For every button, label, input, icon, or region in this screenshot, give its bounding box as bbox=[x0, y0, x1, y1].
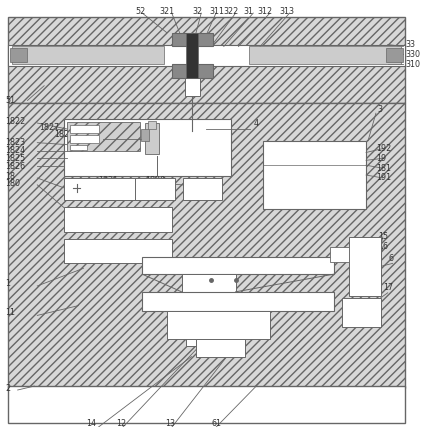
Bar bbox=[196, 339, 245, 357]
Text: 51: 51 bbox=[5, 96, 15, 105]
Text: 17: 17 bbox=[383, 283, 393, 292]
Text: 311: 311 bbox=[209, 6, 224, 16]
Bar bbox=[145, 123, 159, 154]
Bar bbox=[142, 257, 334, 274]
Text: 1823: 1823 bbox=[5, 138, 25, 147]
Text: 1827: 1827 bbox=[39, 124, 59, 133]
Bar bbox=[8, 44, 405, 66]
Bar bbox=[10, 48, 27, 62]
Text: 32: 32 bbox=[192, 6, 203, 16]
Text: 1825: 1825 bbox=[5, 154, 25, 163]
Text: 1821: 1821 bbox=[98, 176, 118, 185]
Text: 31: 31 bbox=[243, 6, 253, 16]
Bar bbox=[187, 311, 245, 346]
Text: 12: 12 bbox=[116, 419, 126, 428]
Bar bbox=[249, 47, 402, 64]
Bar bbox=[12, 47, 164, 64]
Text: 52: 52 bbox=[136, 6, 146, 16]
Text: 16: 16 bbox=[378, 242, 388, 251]
Text: 313: 313 bbox=[280, 6, 295, 16]
Bar bbox=[64, 239, 172, 264]
Bar bbox=[172, 33, 213, 47]
Text: 1824: 1824 bbox=[5, 146, 25, 155]
Bar bbox=[8, 386, 405, 423]
Bar bbox=[67, 122, 140, 152]
Bar bbox=[8, 17, 405, 103]
Bar bbox=[64, 207, 172, 232]
Text: 3: 3 bbox=[378, 105, 383, 114]
Bar bbox=[330, 247, 349, 262]
Text: 1826: 1826 bbox=[5, 162, 25, 171]
Bar bbox=[148, 121, 156, 129]
Text: 33: 33 bbox=[405, 40, 416, 49]
Text: 19: 19 bbox=[376, 154, 386, 163]
Text: 4: 4 bbox=[253, 118, 258, 127]
Text: 181: 181 bbox=[376, 164, 391, 173]
Bar bbox=[167, 311, 270, 339]
Bar bbox=[70, 145, 87, 149]
Text: 322: 322 bbox=[224, 6, 239, 16]
Text: 192: 192 bbox=[376, 144, 391, 153]
Bar bbox=[184, 78, 200, 95]
Text: 15: 15 bbox=[378, 232, 388, 241]
Bar bbox=[181, 274, 236, 292]
Text: 6: 6 bbox=[389, 254, 394, 263]
Bar bbox=[141, 129, 149, 141]
Text: 330: 330 bbox=[405, 50, 420, 59]
Text: 2: 2 bbox=[5, 384, 10, 393]
Bar bbox=[142, 292, 334, 311]
Text: 310: 310 bbox=[405, 60, 420, 69]
Bar bbox=[386, 48, 403, 62]
Text: 191: 191 bbox=[376, 174, 391, 182]
Bar bbox=[64, 119, 231, 176]
Bar bbox=[70, 135, 99, 143]
Bar bbox=[70, 125, 99, 133]
Text: 1822: 1822 bbox=[5, 117, 25, 126]
Text: 1: 1 bbox=[5, 279, 10, 288]
Text: 312: 312 bbox=[257, 6, 272, 16]
Text: 14: 14 bbox=[86, 419, 96, 428]
Text: 182: 182 bbox=[54, 130, 69, 139]
Text: 61: 61 bbox=[211, 419, 221, 428]
Text: 11: 11 bbox=[5, 308, 15, 317]
Text: 321: 321 bbox=[159, 6, 174, 16]
Bar bbox=[172, 64, 213, 78]
Bar bbox=[187, 33, 198, 78]
Bar bbox=[64, 178, 137, 200]
Bar bbox=[349, 237, 381, 296]
Bar bbox=[263, 141, 366, 210]
Text: 18: 18 bbox=[5, 172, 15, 181]
Bar bbox=[136, 178, 175, 200]
Text: 180: 180 bbox=[5, 179, 20, 188]
Text: 1820: 1820 bbox=[145, 176, 165, 185]
Text: 13: 13 bbox=[165, 419, 175, 428]
Bar bbox=[8, 103, 405, 388]
Bar bbox=[183, 178, 222, 200]
Bar bbox=[341, 298, 381, 327]
